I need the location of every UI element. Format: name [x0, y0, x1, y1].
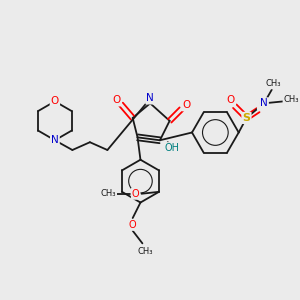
Text: O: O — [182, 100, 190, 110]
Text: CH₃: CH₃ — [284, 95, 299, 104]
Text: O: O — [227, 95, 235, 105]
Text: OH: OH — [164, 143, 179, 153]
Text: CH₃: CH₃ — [138, 247, 153, 256]
Text: O: O — [129, 220, 136, 230]
Text: O: O — [132, 189, 140, 199]
Text: O: O — [258, 99, 266, 109]
Text: CH₃: CH₃ — [101, 189, 116, 198]
Text: N: N — [51, 135, 59, 145]
Text: N: N — [260, 98, 268, 108]
Text: O: O — [51, 96, 59, 106]
Text: S: S — [242, 113, 250, 123]
Text: N: N — [146, 94, 154, 103]
Text: O: O — [112, 95, 120, 105]
Text: CH₃: CH₃ — [266, 80, 281, 88]
